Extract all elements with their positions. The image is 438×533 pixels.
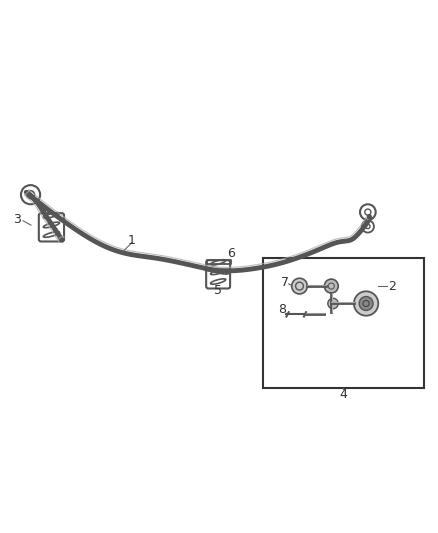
Circle shape — [292, 278, 307, 294]
Text: 8: 8 — [278, 303, 286, 316]
Circle shape — [354, 292, 378, 316]
Circle shape — [359, 296, 373, 310]
Bar — [262, 258, 424, 389]
Circle shape — [328, 298, 338, 309]
Text: 1: 1 — [128, 234, 136, 247]
Text: 3: 3 — [13, 213, 21, 226]
Text: 6: 6 — [227, 247, 235, 260]
Text: 4: 4 — [339, 387, 347, 400]
Text: 2: 2 — [388, 280, 396, 293]
Text: 7: 7 — [281, 276, 289, 289]
Circle shape — [324, 279, 338, 293]
Text: 5: 5 — [214, 284, 222, 297]
